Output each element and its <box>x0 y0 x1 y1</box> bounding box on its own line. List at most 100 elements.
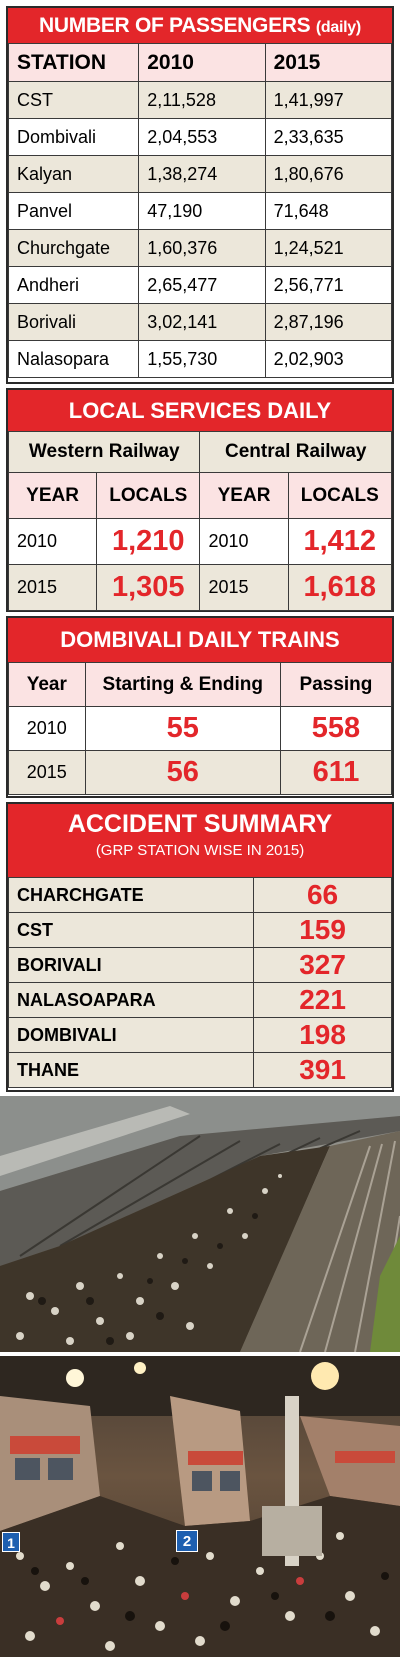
column-header-2010: 2010 <box>138 43 266 82</box>
accident-summary-subtitle: (GRP STATION WISE IN 2015) <box>95 842 305 859</box>
western-year: 2015 <box>7 564 98 611</box>
accident-count: 159 <box>253 912 392 948</box>
crowded-station-illustration <box>0 1356 400 1657</box>
station-name: Panvel <box>7 192 140 230</box>
column-header-year: YEAR <box>199 472 289 519</box>
table-row: Kalyan 1,38,274 1,80,676 <box>7 155 393 193</box>
table-row: Andheri 2,65,477 2,56,771 <box>7 266 393 304</box>
passengers-title-text: NUMBER OF PASSENGERS <box>39 14 311 37</box>
column-header-locals: LOCALS <box>287 472 393 519</box>
passengers-title: NUMBER OF PASSENGERS (daily) <box>8 8 392 43</box>
local-services-table: Western Railway Central Railway YEAR LOC… <box>7 431 393 611</box>
passengers-2015: 2,02,903 <box>264 340 393 378</box>
passengers-2010: 47,190 <box>138 192 266 230</box>
accident-count: 66 <box>253 877 392 913</box>
starting-ending-count: 55 <box>84 706 281 751</box>
accident-summary-panel: ACCIDENT SUMMARY (GRP STATION WISE IN 20… <box>6 802 394 1092</box>
column-header-year: Year <box>8 662 86 707</box>
station-name: CST <box>7 912 255 948</box>
station-name: NALASOAPARA <box>7 982 255 1018</box>
table-row: 2015 1,305 2015 1,618 <box>7 564 393 611</box>
local-services-panel: LOCAL SERVICES DAILY Western Railway Cen… <box>6 388 394 612</box>
dombivali-trains-table: Year Starting & Ending Passing 2010 55 5… <box>8 662 393 795</box>
passing-count: 611 <box>279 750 393 795</box>
station-name: Nalasopara <box>7 340 140 378</box>
local-services-title: LOCAL SERVICES DAILY <box>8 390 392 431</box>
passengers-2010: 3,02,141 <box>138 303 266 341</box>
passengers-2015: 2,87,196 <box>264 303 393 341</box>
dombivali-trains-panel: DOMBIVALI DAILY TRAINS Year Starting & E… <box>6 616 394 798</box>
passengers-2010: 2,11,528 <box>138 81 266 119</box>
year-cell: 2015 <box>8 750 86 795</box>
station-name: Kalyan <box>7 155 140 193</box>
table-row: CHARCHGATE 66 <box>7 877 392 913</box>
column-header-station: STATION <box>7 43 140 82</box>
western-year: 2010 <box>7 518 98 565</box>
table-row: 2010 1,210 2010 1,412 <box>7 518 393 565</box>
table-row: 2015 56 611 <box>8 750 393 795</box>
passengers-2015: 2,56,771 <box>264 266 393 304</box>
station-name: CST <box>7 81 140 119</box>
passengers-2015: 71,648 <box>264 192 393 230</box>
crowded-station-photo: 1 2 <box>0 1356 400 1657</box>
central-locals-count: 1,618 <box>287 564 393 611</box>
dombivali-trains-title: DOMBIVALI DAILY TRAINS <box>8 618 392 662</box>
table-row: DOMBIVALI 198 <box>7 1017 392 1053</box>
station-name: Churchgate <box>7 229 140 267</box>
accident-count: 221 <box>253 982 392 1018</box>
table-row: CST 159 <box>7 912 392 948</box>
table-header-row: STATION 2010 2015 <box>7 43 393 82</box>
table-row: Nalasopara 1,55,730 2,02,903 <box>7 340 393 378</box>
column-header-2015: 2015 <box>264 43 393 82</box>
accident-summary-title-text: ACCIDENT SUMMARY <box>67 810 333 838</box>
passengers-2010: 1,38,274 <box>138 155 266 193</box>
column-header-year: YEAR <box>7 472 98 519</box>
table-row: 2010 55 558 <box>8 706 393 751</box>
central-year: 2015 <box>199 564 289 611</box>
station-name: THANE <box>7 1052 255 1088</box>
table-row: THANE 391 <box>7 1052 392 1088</box>
central-year: 2010 <box>199 518 289 565</box>
passengers-2015: 2,33,635 <box>264 118 393 156</box>
accident-count: 327 <box>253 947 392 983</box>
accident-summary-title: ACCIDENT SUMMARY (GRP STATION WISE IN 20… <box>8 804 392 877</box>
table-row: CST 2,11,528 1,41,997 <box>7 81 393 119</box>
station-name: Dombivali <box>7 118 140 156</box>
table-row: Churchgate 1,60,376 1,24,521 <box>7 229 393 267</box>
column-header-locals: LOCALS <box>96 472 201 519</box>
starting-ending-count: 56 <box>84 750 281 795</box>
crowded-platform-illustration <box>0 1096 400 1352</box>
western-locals-count: 1,305 <box>96 564 201 611</box>
station-name: DOMBIVALI <box>7 1017 255 1053</box>
passengers-2015: 1,80,676 <box>264 155 393 193</box>
column-header-starting-ending: Starting & Ending <box>84 662 281 707</box>
station-name: CHARCHGATE <box>7 877 255 913</box>
platform-sign-2: 2 <box>176 1530 198 1552</box>
table-row: Panvel 47,190 71,648 <box>7 192 393 230</box>
accident-summary-table: CHARCHGATE 66 CST 159 BORIVALI 327 NALAS… <box>7 877 392 1088</box>
station-name: BORIVALI <box>7 947 255 983</box>
passengers-2010: 2,65,477 <box>138 266 266 304</box>
central-locals-count: 1,412 <box>287 518 393 565</box>
passengers-2015: 1,24,521 <box>264 229 393 267</box>
central-railway-header: Central Railway <box>199 431 392 473</box>
column-header-passing: Passing <box>279 662 393 707</box>
station-name: Andheri <box>7 266 140 304</box>
passengers-panel: NUMBER OF PASSENGERS (daily) STATION 201… <box>6 6 394 384</box>
passing-count: 558 <box>279 706 393 751</box>
accident-count: 198 <box>253 1017 392 1053</box>
accident-count: 391 <box>253 1052 392 1088</box>
western-locals-count: 1,210 <box>96 518 201 565</box>
passengers-title-suffix: (daily) <box>315 19 361 36</box>
year-cell: 2010 <box>8 706 86 751</box>
passengers-2010: 2,04,553 <box>138 118 266 156</box>
table-row: BORIVALI 327 <box>7 947 392 983</box>
passengers-2015: 1,41,997 <box>264 81 393 119</box>
passengers-2010: 1,60,376 <box>138 229 266 267</box>
station-name: Borivali <box>7 303 140 341</box>
passengers-table: STATION 2010 2015 CST 2,11,528 1,41,997 … <box>7 43 393 378</box>
crowded-platform-photo <box>0 1096 400 1352</box>
table-row: Dombivali 2,04,553 2,33,635 <box>7 118 393 156</box>
table-row: NALASOAPARA 221 <box>7 982 392 1018</box>
table-row: Borivali 3,02,141 2,87,196 <box>7 303 393 341</box>
